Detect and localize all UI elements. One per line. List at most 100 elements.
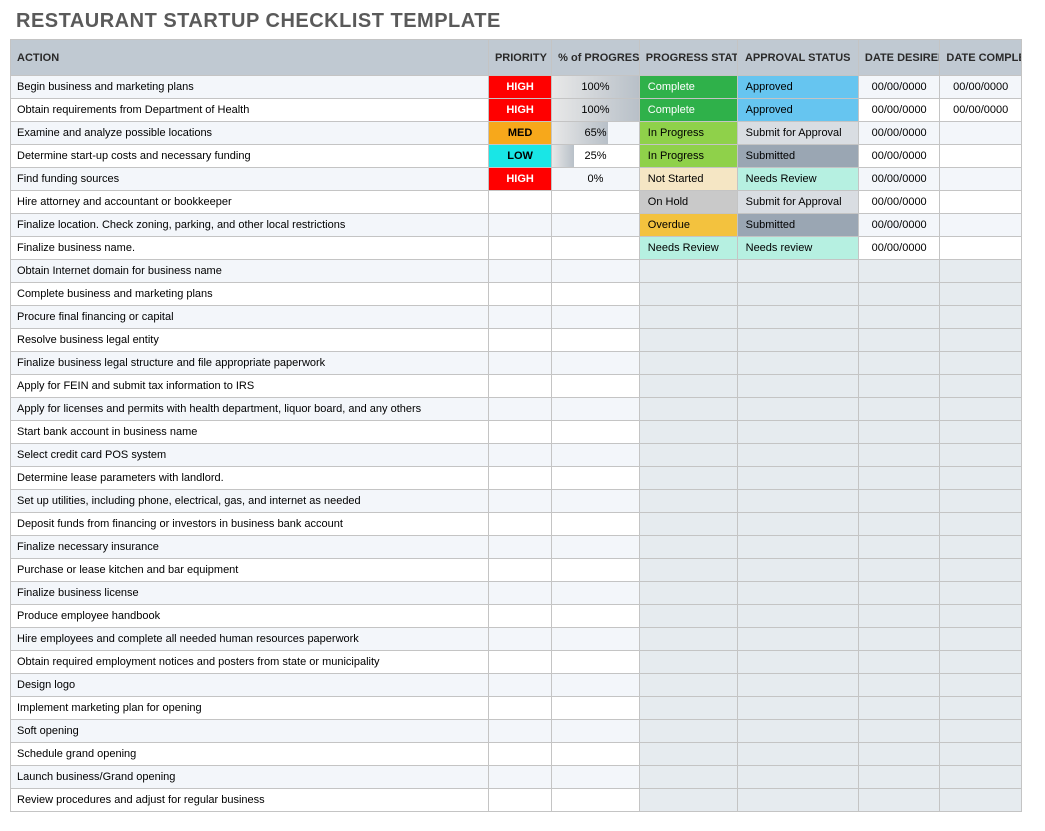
cell-date-completed[interactable] [940,582,1022,605]
cell-progress-status[interactable]: Not Started [639,168,737,191]
cell-approval-status[interactable] [737,398,858,421]
cell-date-desired[interactable] [858,490,940,513]
cell-priority[interactable] [488,421,551,444]
cell-action[interactable]: Finalize business name. [11,237,489,260]
cell-priority[interactable] [488,651,551,674]
cell-progress-status[interactable]: Needs Review [639,237,737,260]
cell-progress-status[interactable]: On Hold [639,191,737,214]
cell-approval-status[interactable] [737,306,858,329]
cell-date-desired[interactable] [858,329,940,352]
cell-date-completed[interactable] [940,789,1022,812]
cell-date-completed[interactable] [940,628,1022,651]
cell-action[interactable]: Find funding sources [11,168,489,191]
cell-approval-status[interactable] [737,444,858,467]
cell-action[interactable]: Complete business and marketing plans [11,283,489,306]
cell-action[interactable]: Determine lease parameters with landlord… [11,467,489,490]
cell-date-desired[interactable] [858,789,940,812]
cell-progress[interactable] [552,674,640,697]
cell-action[interactable]: Finalize business legal structure and fi… [11,352,489,375]
cell-priority[interactable]: MED [488,122,551,145]
cell-priority[interactable] [488,628,551,651]
cell-progress[interactable] [552,628,640,651]
cell-progress[interactable]: 100% [552,76,640,99]
cell-priority[interactable] [488,513,551,536]
cell-date-desired[interactable] [858,444,940,467]
cell-action[interactable]: Purchase or lease kitchen and bar equipm… [11,559,489,582]
cell-date-desired[interactable]: 00/00/0000 [858,191,940,214]
cell-date-completed[interactable] [940,214,1022,237]
cell-priority[interactable] [488,605,551,628]
cell-progress[interactable] [552,375,640,398]
cell-date-desired[interactable]: 00/00/0000 [858,76,940,99]
cell-approval-status[interactable] [737,490,858,513]
cell-date-completed[interactable] [940,421,1022,444]
cell-priority[interactable] [488,582,551,605]
cell-approval-status[interactable] [737,628,858,651]
cell-date-completed[interactable] [940,168,1022,191]
cell-progress-status[interactable] [639,766,737,789]
cell-approval-status[interactable]: Needs Review [737,168,858,191]
cell-approval-status[interactable] [737,375,858,398]
cell-progress[interactable]: 100% [552,99,640,122]
cell-date-desired[interactable] [858,398,940,421]
cell-date-completed[interactable] [940,122,1022,145]
cell-date-desired[interactable] [858,766,940,789]
cell-action[interactable]: Design logo [11,674,489,697]
cell-progress-status[interactable] [639,306,737,329]
cell-progress[interactable] [552,720,640,743]
cell-progress-status[interactable] [639,398,737,421]
cell-progress-status[interactable] [639,444,737,467]
cell-action[interactable]: Hire attorney and accountant or bookkeep… [11,191,489,214]
cell-priority[interactable] [488,329,551,352]
cell-date-desired[interactable]: 00/00/0000 [858,168,940,191]
cell-action[interactable]: Deposit funds from financing or investor… [11,513,489,536]
cell-progress[interactable] [552,559,640,582]
cell-action[interactable]: Hire employees and complete all needed h… [11,628,489,651]
cell-date-completed[interactable]: 00/00/0000 [940,76,1022,99]
cell-progress[interactable] [552,789,640,812]
cell-progress-status[interactable] [639,605,737,628]
cell-priority[interactable] [488,766,551,789]
cell-priority[interactable] [488,490,551,513]
cell-progress-status[interactable] [639,789,737,812]
cell-date-desired[interactable]: 00/00/0000 [858,145,940,168]
cell-action[interactable]: Soft opening [11,720,489,743]
cell-progress[interactable] [552,467,640,490]
cell-action[interactable]: Procure final financing or capital [11,306,489,329]
cell-approval-status[interactable]: Approved [737,99,858,122]
cell-priority[interactable]: HIGH [488,76,551,99]
cell-action[interactable]: Review procedures and adjust for regular… [11,789,489,812]
cell-progress-status[interactable] [639,628,737,651]
cell-priority[interactable] [488,789,551,812]
cell-date-desired[interactable] [858,651,940,674]
cell-progress[interactable] [552,352,640,375]
cell-date-completed[interactable] [940,536,1022,559]
cell-date-desired[interactable] [858,628,940,651]
cell-date-desired[interactable] [858,352,940,375]
cell-date-completed[interactable] [940,375,1022,398]
cell-date-desired[interactable] [858,283,940,306]
cell-action[interactable]: Determine start-up costs and necessary f… [11,145,489,168]
cell-approval-status[interactable] [737,697,858,720]
cell-priority[interactable] [488,536,551,559]
cell-priority[interactable] [488,352,551,375]
cell-action[interactable]: Apply for licenses and permits with heal… [11,398,489,421]
cell-priority[interactable] [488,674,551,697]
cell-date-completed[interactable] [940,306,1022,329]
cell-progress[interactable] [552,214,640,237]
cell-date-desired[interactable]: 00/00/0000 [858,122,940,145]
cell-date-desired[interactable]: 00/00/0000 [858,214,940,237]
cell-approval-status[interactable] [737,260,858,283]
cell-action[interactable]: Select credit card POS system [11,444,489,467]
cell-date-completed[interactable] [940,651,1022,674]
cell-priority[interactable] [488,237,551,260]
cell-date-desired[interactable]: 00/00/0000 [858,237,940,260]
cell-action[interactable]: Obtain Internet domain for business name [11,260,489,283]
cell-date-desired[interactable] [858,697,940,720]
cell-progress[interactable] [552,490,640,513]
cell-progress-status[interactable] [639,720,737,743]
cell-progress-status[interactable]: Complete [639,76,737,99]
cell-date-desired[interactable] [858,536,940,559]
cell-date-desired[interactable] [858,720,940,743]
cell-progress[interactable] [552,283,640,306]
